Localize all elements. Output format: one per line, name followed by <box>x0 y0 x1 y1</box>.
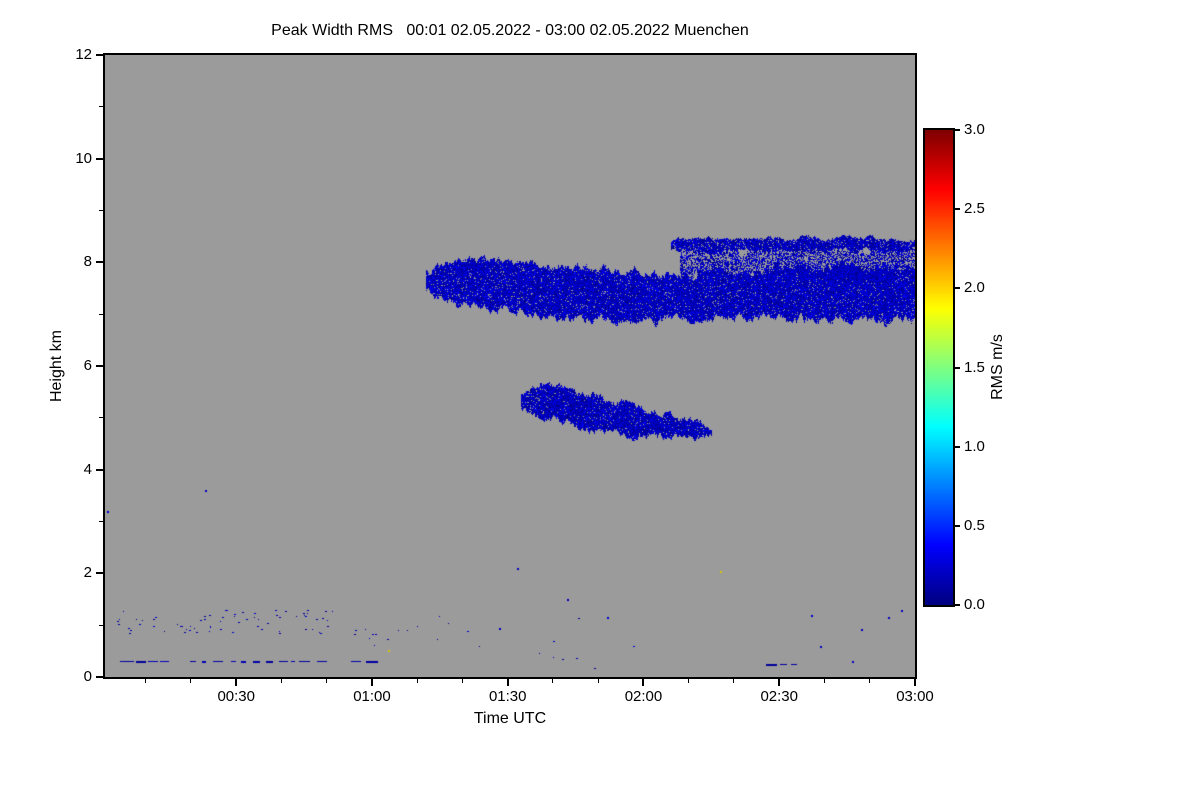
x-tick-mark <box>235 679 238 686</box>
x-tick-label: 03:00 <box>896 688 934 705</box>
y-tick-label: 6 <box>83 357 92 374</box>
colorbar-tick-mark <box>955 366 960 369</box>
x-minor-tick-mark <box>552 679 554 683</box>
plot-canvas <box>105 55 915 677</box>
y-tick-label: 2 <box>83 564 92 582</box>
y-tick-label: 4 <box>83 460 92 478</box>
x-minor-tick-mark <box>190 679 192 683</box>
x-tick-label: 02:00 <box>624 688 663 705</box>
x-minor-tick-mark <box>461 679 463 683</box>
x-minor-tick-mark <box>869 679 871 683</box>
colorbar-tick-mark <box>955 287 960 290</box>
colorbar-tick-mark <box>955 129 960 131</box>
colorbar-tick-mark <box>955 208 960 211</box>
x-minor-tick-mark <box>823 679 825 683</box>
x-tick-label: 01:30 <box>488 688 527 705</box>
y-tick-label: 12 <box>75 46 92 63</box>
x-minor-tick-mark <box>326 679 328 683</box>
y-tick-mark <box>96 54 103 56</box>
x-tick-label: 00:30 <box>217 688 255 705</box>
colorbar-tick-label: 3.0 <box>964 121 985 138</box>
colorbar-tick-label: 0.5 <box>964 516 985 534</box>
x-minor-tick-mark <box>688 679 690 683</box>
x-minor-tick-mark <box>416 679 418 683</box>
x-tick-mark <box>370 679 373 686</box>
x-tick-label: 02:30 <box>760 688 798 705</box>
colorbar-tick-label: 2.0 <box>964 279 985 297</box>
colorbar-tick-mark <box>955 445 960 448</box>
y-tick-mark <box>96 157 103 160</box>
x-minor-tick-mark <box>733 679 735 683</box>
x-axis-label: Time UTC <box>473 710 547 727</box>
y-minor-tick-mark <box>99 210 103 211</box>
colorbar-tick-label: 2.5 <box>964 200 985 218</box>
colorbar-tick-mark <box>955 604 960 606</box>
y-tick-mark <box>96 676 103 678</box>
y-tick-mark <box>96 468 103 471</box>
y-tick-label: 10 <box>75 149 92 167</box>
colorbar-tick-label: 0.0 <box>964 596 985 613</box>
y-minor-tick-mark <box>99 313 103 315</box>
chart-title: Peak Width RMS 00:01 02.05.2022 - 03:00 … <box>271 22 749 39</box>
colorbar-tick-label: 1.0 <box>964 437 985 455</box>
y-minor-tick-mark <box>99 624 103 626</box>
colorbar-tick-mark <box>955 524 960 527</box>
x-minor-tick-mark <box>597 679 599 683</box>
x-tick-mark <box>778 679 781 686</box>
y-minor-tick-mark <box>99 417 103 419</box>
x-tick-mark <box>642 679 645 686</box>
y-minor-tick-mark <box>99 106 103 108</box>
colorbar-tick-label: 1.5 <box>964 358 985 376</box>
y-minor-tick-mark <box>99 521 103 522</box>
x-minor-tick-mark <box>145 679 147 683</box>
y-tick-mark <box>96 572 103 575</box>
x-tick-mark <box>914 679 916 686</box>
y-tick-label: 0 <box>83 668 92 685</box>
y-tick-label: 8 <box>83 253 92 271</box>
x-minor-tick-mark <box>280 679 282 683</box>
y-tick-mark <box>96 261 103 264</box>
y-tick-mark <box>96 365 103 367</box>
x-tick-label: 01:00 <box>353 688 391 705</box>
colorbar-canvas <box>925 130 953 605</box>
x-tick-mark <box>506 679 509 686</box>
